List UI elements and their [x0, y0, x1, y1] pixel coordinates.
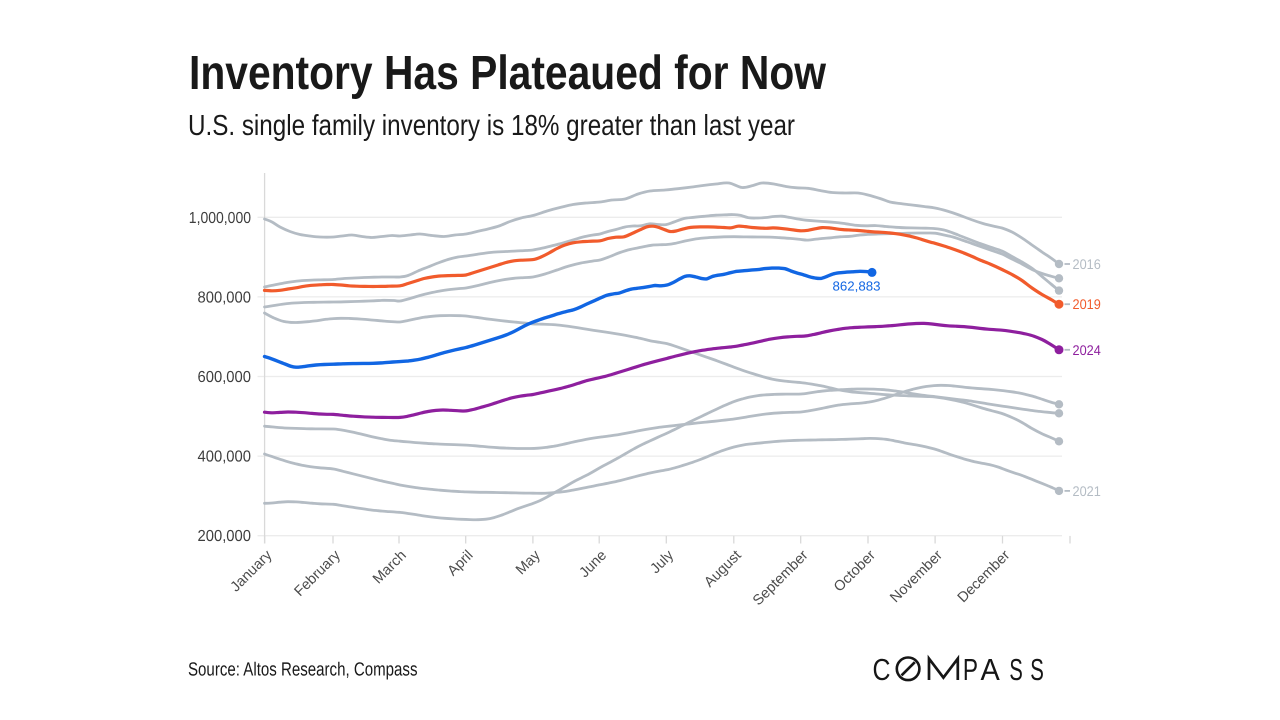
svg-text:P: P [963, 653, 978, 687]
svg-text:800,000: 800,000 [198, 289, 252, 306]
svg-text:862,883: 862,883 [833, 279, 881, 294]
svg-text:S: S [1009, 653, 1022, 687]
svg-text:400,000: 400,000 [198, 449, 252, 466]
svg-text:600,000: 600,000 [198, 369, 252, 386]
svg-text:2019: 2019 [1073, 296, 1101, 312]
svg-text:2016: 2016 [1073, 256, 1101, 272]
svg-text:A: A [981, 653, 1001, 687]
svg-text:2024: 2024 [1073, 342, 1101, 358]
svg-text:S: S [1030, 653, 1044, 687]
svg-text:2021: 2021 [1073, 483, 1101, 499]
svg-text:Inventory Has Plateaued for No: Inventory Has Plateaued for Now [189, 47, 827, 100]
svg-text:U.S. single family inventory i: U.S. single family inventory is 18% grea… [188, 110, 795, 142]
svg-text:C: C [873, 653, 891, 687]
svg-text:200,000: 200,000 [198, 528, 252, 545]
svg-text:1,000,000: 1,000,000 [189, 210, 251, 227]
svg-text:Source: Altos Research, Compas: Source: Altos Research, Compass [188, 660, 418, 681]
